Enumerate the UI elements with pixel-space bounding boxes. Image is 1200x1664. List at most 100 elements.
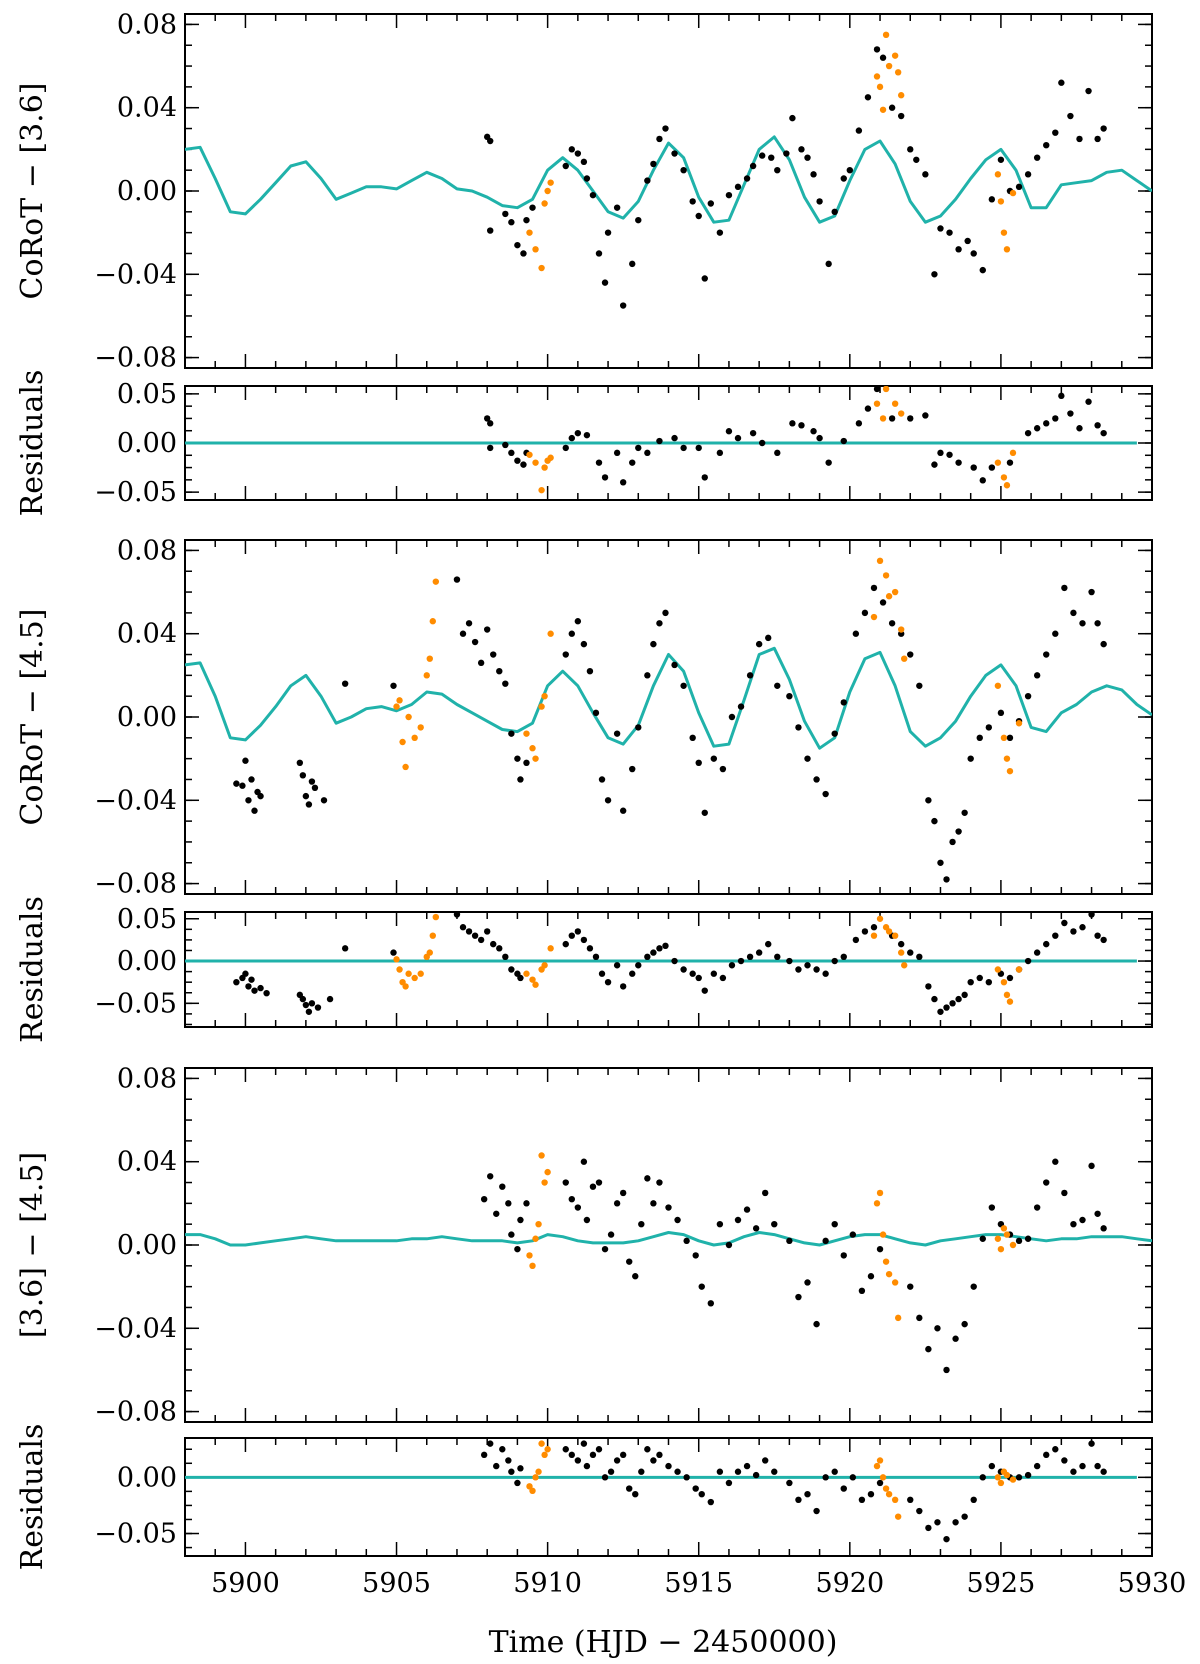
data-point-orange: [885, 1490, 893, 1498]
data-point-black: [701, 809, 708, 816]
data-point-black: [490, 651, 497, 658]
panel-6-residuals: −0.05 0.00 Residuals 5900 5905 5910 5915 5920 59…: [15, 1424, 1186, 1599]
data-point-black: [390, 949, 397, 956]
data-point-black: [976, 974, 983, 982]
data-point-black: [251, 987, 258, 994]
data-point-black: [650, 1200, 657, 1207]
data-point-black: [487, 444, 494, 452]
data-point-black: [976, 734, 983, 742]
data-point-black: [961, 809, 968, 816]
data-point-black: [619, 1189, 627, 1197]
data-point-black: [601, 474, 609, 481]
data-point-black: [795, 1293, 802, 1301]
data-point-black: [487, 227, 494, 234]
data-point-black: [662, 609, 669, 617]
data-point-black: [580, 1158, 588, 1165]
data-point-orange: [396, 697, 403, 704]
data-point-black: [870, 584, 878, 592]
panel-3-main: −0.08 −0.04 0.00 0.04 0.08 CoRoT − [4.5]: [15, 535, 1153, 900]
data-point-black: [907, 651, 914, 658]
data-point-black: [514, 1245, 521, 1253]
data-point-black: [701, 987, 708, 994]
data-point-black: [514, 755, 521, 762]
data-point-orange: [532, 1235, 539, 1242]
data-point-black: [946, 451, 953, 458]
data-point-orange: [1000, 474, 1008, 481]
data-point-orange: [538, 1440, 545, 1447]
data-point-black: [988, 196, 996, 203]
data-point-orange: [1009, 1476, 1017, 1483]
data-point-orange: [1015, 966, 1023, 973]
y-tick-label: −0.08: [94, 343, 177, 374]
data-point-orange: [891, 932, 899, 939]
data-point-black: [592, 709, 600, 717]
data-point-black: [595, 1179, 603, 1186]
data-point-black: [907, 1283, 914, 1290]
data-point-black: [922, 412, 929, 419]
data-layer: [185, 31, 1152, 309]
y-tick-label: 0.00: [117, 428, 177, 459]
data-point-black: [707, 1498, 715, 1506]
y-tick-label: 0.00: [117, 176, 177, 207]
data-point-orange: [997, 198, 1005, 205]
data-point-black: [595, 459, 603, 466]
data-point-black: [840, 699, 847, 706]
data-point-black: [562, 1446, 569, 1453]
data-point-black: [242, 757, 249, 764]
data-point-black: [471, 932, 479, 939]
data-point-orange: [393, 956, 400, 963]
data-point-black: [496, 945, 503, 952]
data-point-black: [934, 1325, 941, 1332]
data-point-black: [562, 162, 569, 170]
data-point-black: [644, 1446, 651, 1453]
data-point-orange: [897, 949, 905, 956]
data-point-black: [716, 1468, 724, 1475]
data-point-black: [988, 464, 996, 471]
data-point-orange: [532, 755, 539, 762]
data-point-black: [562, 651, 569, 658]
data-point-black: [831, 730, 838, 737]
data-point-black: [480, 1195, 488, 1203]
data-point-orange: [1003, 1471, 1011, 1479]
data-point-orange: [532, 459, 539, 466]
data-point-black: [816, 434, 823, 442]
data-point-black: [483, 928, 491, 935]
data-point-black: [1076, 425, 1083, 432]
data-point-black: [979, 1474, 986, 1481]
data-point-black: [922, 171, 929, 178]
data-point-black: [662, 125, 669, 132]
data-point-black: [716, 229, 724, 236]
data-point-black: [1076, 135, 1083, 143]
data-point-orange: [396, 966, 403, 973]
data-point-orange: [994, 1474, 1002, 1481]
data-point-black: [916, 953, 923, 961]
data-point-black: [1033, 1462, 1041, 1470]
y-tick-label: −0.04: [94, 1313, 177, 1344]
y-tick-label: 0.05: [117, 904, 177, 935]
data-point-black: [1024, 1471, 1032, 1479]
data-point-black: [523, 1200, 530, 1207]
data-point-black: [257, 984, 264, 992]
data-point-black: [762, 1189, 769, 1197]
data-point-black: [1067, 112, 1074, 120]
data-point-black: [840, 1485, 847, 1492]
data-point-black: [680, 444, 687, 452]
data-point-black: [635, 216, 642, 224]
data-point-black: [487, 420, 494, 427]
data-point-black: [1088, 588, 1095, 596]
data-point-orange: [535, 1220, 542, 1228]
data-point-black: [949, 1000, 956, 1007]
data-point-black: [586, 945, 594, 952]
data-point-black: [689, 970, 696, 977]
data-point-black: [502, 680, 509, 687]
data-point-black: [955, 828, 962, 835]
data-point-black: [970, 250, 977, 257]
data-point-black: [1024, 957, 1032, 965]
data-point-black: [716, 1220, 724, 1228]
data-point-black: [644, 177, 651, 184]
data-layer: [185, 1440, 1137, 1543]
data-point-black: [961, 1513, 968, 1520]
data-point-black: [1100, 1468, 1107, 1475]
data-point-black: [674, 1216, 681, 1224]
data-point-black: [674, 1468, 681, 1475]
